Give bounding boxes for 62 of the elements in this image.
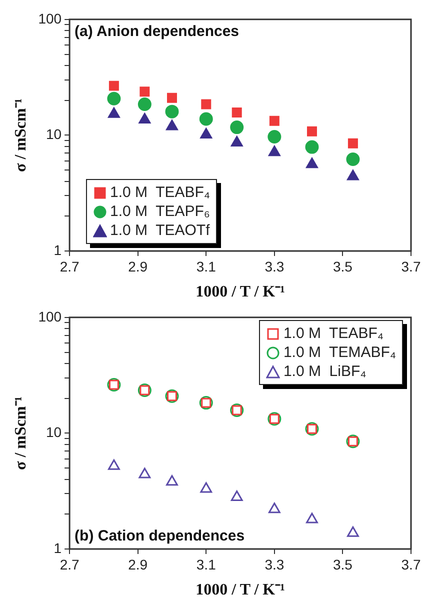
point	[138, 468, 151, 478]
point	[108, 459, 120, 470]
x-tick-label: 3.1	[196, 556, 216, 572]
point	[166, 475, 178, 486]
x-tick-label: 3.5	[332, 258, 353, 274]
legend-label: 1.0 M TEABF₄	[283, 324, 384, 343]
x-tick-label: 3.3	[264, 556, 284, 572]
y-tick-label: 100	[38, 10, 62, 26]
x-tick-label: 2.9	[128, 556, 148, 572]
point	[346, 152, 360, 166]
point	[138, 98, 152, 112]
x-tick-label: 3.3	[264, 258, 284, 274]
y-tick-label: 10	[46, 126, 62, 142]
point	[306, 126, 317, 136]
point	[232, 108, 242, 118]
x-tick-label: 3.7	[401, 556, 421, 572]
point	[306, 158, 318, 168]
x-tick-label: 2.7	[60, 258, 80, 274]
point	[107, 92, 121, 106]
point	[230, 136, 243, 147]
point	[268, 146, 280, 156]
x-axis-title: 1000 / T / K⁻¹	[196, 284, 286, 301]
point	[167, 92, 177, 103]
point	[201, 99, 212, 110]
chart-title: (a) Anion dependences	[74, 23, 240, 40]
x-tick-label: 3.5	[332, 556, 353, 572]
x-tick-label: 3.7	[401, 258, 421, 274]
legend-label: 1.0 M TEABF₄	[110, 183, 210, 202]
legend-label: 1.0 M TEAOTf	[110, 221, 210, 240]
y-tick-label: 10	[46, 424, 62, 440]
y-axis-title: σ / mScm⁻¹	[12, 396, 30, 470]
point	[230, 120, 244, 134]
point	[305, 140, 319, 154]
legend-label: 1.0 M TEAPF₆	[110, 202, 210, 221]
y-tick-label: 100	[38, 308, 62, 324]
point	[138, 112, 151, 124]
x-tick-label: 2.7	[60, 556, 80, 572]
point	[347, 170, 359, 180]
point	[200, 482, 212, 493]
point	[268, 502, 280, 514]
point	[108, 107, 120, 118]
point	[166, 120, 178, 130]
y-tick-label: 1	[54, 242, 62, 258]
y-tick-label: 1	[54, 540, 62, 556]
point	[230, 490, 243, 501]
point	[108, 80, 119, 91]
point	[348, 138, 358, 148]
point	[199, 112, 213, 126]
point	[268, 130, 282, 144]
legend-label: 1.0 M LiBF₄	[283, 362, 366, 381]
point	[347, 526, 359, 537]
point	[269, 116, 280, 126]
point	[165, 104, 179, 118]
point	[306, 512, 318, 524]
legend-label: 1.0 M TEMABF₄	[283, 343, 396, 362]
x-axis-title: 1000 / T / K⁻¹	[196, 582, 286, 599]
point	[140, 86, 150, 97]
x-tick-label: 3.1	[196, 258, 216, 274]
point	[200, 128, 212, 138]
x-tick-label: 2.9	[128, 258, 148, 274]
text: (b) Cation dependences	[74, 528, 245, 545]
y-axis-title: σ / mScm⁻¹	[12, 98, 30, 172]
